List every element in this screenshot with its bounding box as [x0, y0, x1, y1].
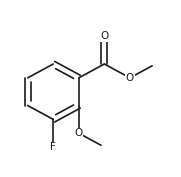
- Text: F: F: [50, 142, 56, 152]
- Text: O: O: [126, 73, 134, 83]
- Text: O: O: [75, 128, 83, 138]
- Text: O: O: [100, 31, 108, 41]
